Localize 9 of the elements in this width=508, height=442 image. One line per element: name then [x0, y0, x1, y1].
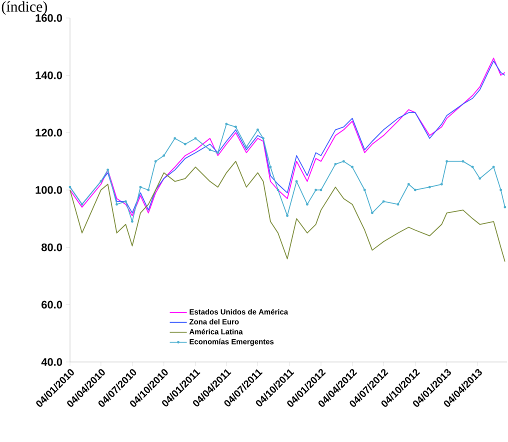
- line-series: [70, 160, 506, 262]
- y-tick-label: 40.0: [41, 358, 62, 366]
- y-tick-label: 120.0: [36, 128, 62, 137]
- y-tick-label: 160.0: [36, 14, 62, 22]
- y-tick-label: 140.0: [36, 71, 62, 80]
- chart-title: (índice): [2, 1, 48, 15]
- y-tick-label: 100.0: [36, 186, 62, 194]
- y-tick-label: 60.0: [42, 300, 62, 309]
- y-tick-label: 80.0: [42, 243, 62, 252]
